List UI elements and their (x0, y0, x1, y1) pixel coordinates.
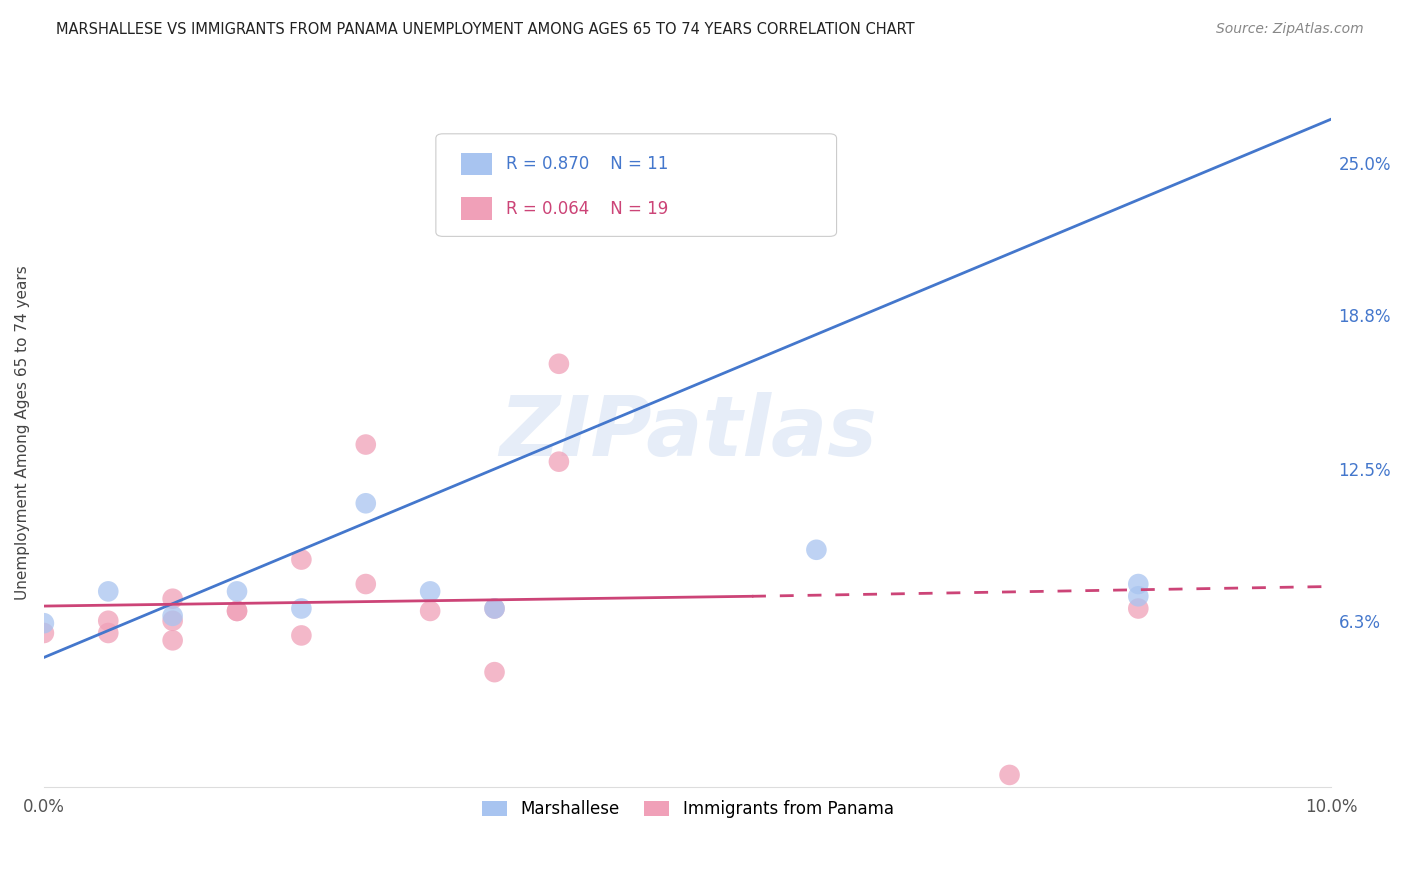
Point (419, 604, 441, 618)
Point (162, 633, 184, 648)
Point (484, 601, 506, 615)
Point (354, 437, 377, 451)
Point (162, 608, 184, 623)
Point (97, 584, 120, 599)
Point (290, 628, 312, 642)
Point (226, 604, 249, 618)
Text: R = 0.064    N = 19: R = 0.064 N = 19 (506, 200, 668, 218)
Point (290, 552, 312, 566)
Point (32, 616, 55, 631)
Legend: Marshallese, Immigrants from Panama: Marshallese, Immigrants from Panama (475, 794, 900, 825)
Point (354, 496, 377, 510)
Point (97, 626, 120, 640)
Point (484, 665, 506, 680)
Point (162, 614, 184, 628)
Point (1128, 577, 1150, 591)
Point (226, 584, 249, 599)
Point (806, 542, 828, 557)
Point (1128, 589, 1150, 603)
Point (226, 604, 249, 618)
Point (998, 768, 1021, 782)
Point (484, 601, 506, 615)
Point (162, 591, 184, 606)
Point (548, 357, 571, 371)
Point (354, 577, 377, 591)
Point (290, 601, 312, 615)
Text: MARSHALLESE VS IMMIGRANTS FROM PANAMA UNEMPLOYMENT AMONG AGES 65 TO 74 YEARS COR: MARSHALLESE VS IMMIGRANTS FROM PANAMA UN… (56, 22, 915, 37)
Text: Source: ZipAtlas.com: Source: ZipAtlas.com (1216, 22, 1364, 37)
Point (419, 584, 441, 599)
Y-axis label: Unemployment Among Ages 65 to 74 years: Unemployment Among Ages 65 to 74 years (15, 265, 30, 599)
Text: R = 0.870    N = 11: R = 0.870 N = 11 (506, 155, 668, 173)
Point (97, 614, 120, 628)
Point (32, 626, 55, 640)
Point (1128, 601, 1150, 615)
Point (548, 455, 571, 469)
Text: ZIPatlas: ZIPatlas (499, 392, 876, 473)
